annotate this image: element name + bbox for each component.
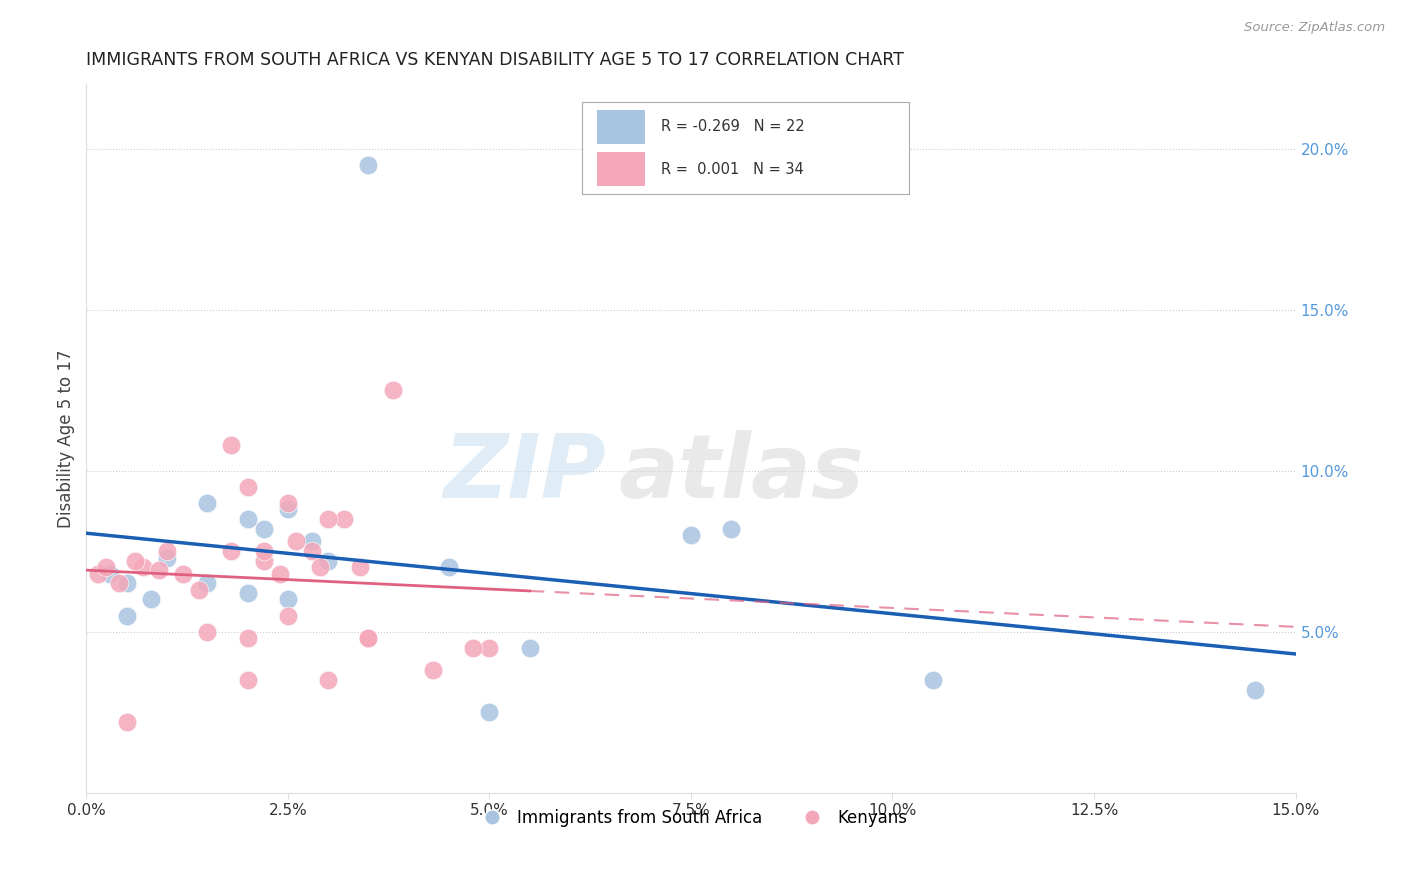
Point	[195, 624, 218, 639]
Point	[720, 522, 742, 536]
Point	[316, 673, 339, 687]
Point	[188, 582, 211, 597]
Point	[381, 383, 404, 397]
Point	[87, 566, 110, 581]
Point	[236, 480, 259, 494]
Point	[115, 576, 138, 591]
Point	[463, 640, 485, 655]
Point	[301, 534, 323, 549]
Point	[422, 663, 444, 677]
Point	[316, 554, 339, 568]
Point	[115, 608, 138, 623]
Point	[107, 576, 129, 591]
Point	[195, 576, 218, 591]
Point	[437, 560, 460, 574]
Point	[100, 566, 122, 581]
Point	[172, 566, 194, 581]
Point	[221, 544, 243, 558]
Point	[253, 522, 276, 536]
Point	[156, 550, 179, 565]
Point	[236, 512, 259, 526]
Point	[253, 554, 276, 568]
Point	[277, 502, 299, 516]
Point	[115, 714, 138, 729]
Point	[236, 631, 259, 645]
Legend: Immigrants from South Africa, Kenyans: Immigrants from South Africa, Kenyans	[468, 803, 914, 834]
Point	[1244, 682, 1267, 697]
Text: ZIP: ZIP	[443, 430, 606, 517]
Point	[478, 640, 501, 655]
Point	[357, 631, 380, 645]
Point	[269, 566, 291, 581]
Text: Source: ZipAtlas.com: Source: ZipAtlas.com	[1244, 21, 1385, 34]
Point	[519, 640, 541, 655]
Point	[301, 544, 323, 558]
Point	[284, 534, 307, 549]
FancyBboxPatch shape	[596, 110, 645, 144]
Point	[236, 586, 259, 600]
Point	[96, 560, 118, 574]
Point	[316, 512, 339, 526]
Point	[124, 554, 146, 568]
Point	[221, 438, 243, 452]
Text: R =  0.001   N = 34: R = 0.001 N = 34	[661, 161, 803, 177]
Text: atlas: atlas	[619, 430, 865, 517]
Text: R = -0.269   N = 22: R = -0.269 N = 22	[661, 120, 804, 134]
Point	[357, 631, 380, 645]
Point	[333, 512, 356, 526]
Point	[277, 592, 299, 607]
Point	[132, 560, 155, 574]
Point	[156, 544, 179, 558]
Point	[478, 705, 501, 719]
Point	[139, 592, 162, 607]
Y-axis label: Disability Age 5 to 17: Disability Age 5 to 17	[58, 349, 75, 528]
Point	[236, 673, 259, 687]
FancyBboxPatch shape	[582, 102, 908, 194]
Point	[277, 608, 299, 623]
Point	[148, 563, 170, 577]
Point	[357, 158, 380, 172]
Point	[921, 673, 943, 687]
Point	[679, 528, 702, 542]
Text: IMMIGRANTS FROM SOUTH AFRICA VS KENYAN DISABILITY AGE 5 TO 17 CORRELATION CHART: IMMIGRANTS FROM SOUTH AFRICA VS KENYAN D…	[86, 51, 904, 69]
Point	[253, 544, 276, 558]
Point	[309, 560, 332, 574]
Point	[349, 560, 371, 574]
Point	[195, 496, 218, 510]
FancyBboxPatch shape	[596, 153, 645, 186]
Point	[277, 496, 299, 510]
